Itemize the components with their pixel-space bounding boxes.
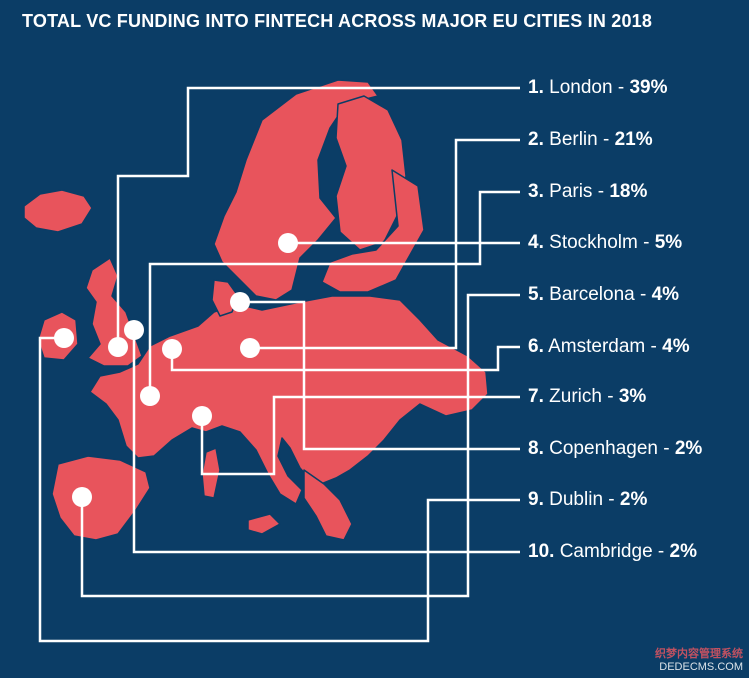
connector-amsterdam (170, 345, 520, 372)
city-marker-cambridge (124, 320, 144, 340)
city-rank: 4. (528, 232, 544, 253)
connector-copenhagen (240, 300, 520, 451)
city-name: Zurich (549, 386, 602, 407)
britain-shape (85, 257, 143, 367)
city-share: 4% (651, 284, 680, 305)
watermark-line2: DEDECMS.COM (659, 661, 743, 673)
city-share: 2% (674, 438, 703, 459)
city-name: London (549, 77, 613, 98)
city-share: 5% (654, 232, 683, 253)
city-name: Dublin (549, 489, 604, 510)
city-marker-dublin (54, 328, 74, 348)
city-share: 2% (669, 541, 697, 562)
city-marker-london (108, 337, 128, 357)
city-share: 18% (609, 181, 648, 202)
city-rank: 6. (528, 336, 544, 357)
city-label-berlin: 2. Berlin - 21% (528, 129, 653, 150)
city-label-barcelona: 5. Barcelona - 4% (528, 284, 680, 305)
connector-lines (38, 86, 520, 643)
city-rank: 9. (528, 489, 544, 510)
connector-zurich (200, 395, 520, 476)
city-rank: 5. (528, 284, 544, 305)
city-marker-paris (140, 386, 160, 406)
city-rank: 8. (528, 438, 544, 459)
city-name: Barcelona (549, 284, 635, 305)
city-rank: 2. (528, 129, 544, 150)
city-label-copenhagen: 8. Copenhagen - 2% (528, 438, 703, 459)
city-name: Paris (549, 181, 593, 202)
city-rank: 1. (528, 77, 544, 98)
city-marker-stockholm (278, 233, 298, 253)
city-rank: 7. (528, 386, 544, 407)
city-share: 2% (619, 489, 648, 510)
city-label-paris: 3. Paris - 18% (528, 181, 648, 202)
connector-barcelona (80, 293, 520, 598)
baltics-shape (321, 169, 425, 293)
city-label-dublin: 9. Dublin - 2% (528, 489, 648, 510)
iceland-shape (23, 189, 93, 233)
city-share: 39% (629, 77, 668, 98)
city-name: Amsterdam (548, 336, 646, 357)
map-title: TOTAL VC FUNDING INTO FINTECH ACROSS MAJ… (22, 11, 653, 31)
land-masses (23, 79, 489, 541)
watermark: 织梦内容管理系统 DEDECMS.COM (655, 648, 743, 674)
city-rank: 10. (528, 541, 555, 562)
city-label-zurich: 7. Zurich - 3% (528, 386, 647, 407)
city-share: 4% (662, 336, 690, 357)
city-share: 3% (618, 386, 647, 407)
connector-dublin (38, 336, 520, 643)
city-marker-barcelona (72, 487, 92, 507)
city-markers (54, 233, 298, 507)
city-name: Cambridge (559, 541, 653, 562)
connector-london (116, 86, 520, 347)
city-label-london: 1. London - 39% (528, 77, 668, 98)
city-name: Berlin (549, 129, 598, 150)
balkans-shape (303, 469, 353, 541)
city-share: 21% (614, 129, 653, 150)
sicily-shape (247, 513, 281, 535)
watermark-line1: 织梦内容管理系统 (655, 648, 743, 660)
city-label-amsterdam: 6. Amsterdam - 4% (528, 336, 690, 357)
city-name: Stockholm (549, 232, 638, 253)
iberia-shape (51, 455, 151, 541)
city-rank: 3. (528, 181, 544, 202)
city-marker-copenhagen (230, 292, 250, 312)
city-label-stockholm: 4. Stockholm - 5% (528, 232, 683, 253)
city-name: Copenhagen (549, 438, 658, 459)
city-label-cambridge: 10. Cambridge - 2% (528, 541, 697, 562)
city-marker-amsterdam (162, 339, 182, 359)
connector-cambridge (132, 330, 520, 554)
city-marker-berlin (240, 338, 260, 358)
connector-paris (148, 190, 520, 396)
city-marker-zurich (192, 406, 212, 426)
